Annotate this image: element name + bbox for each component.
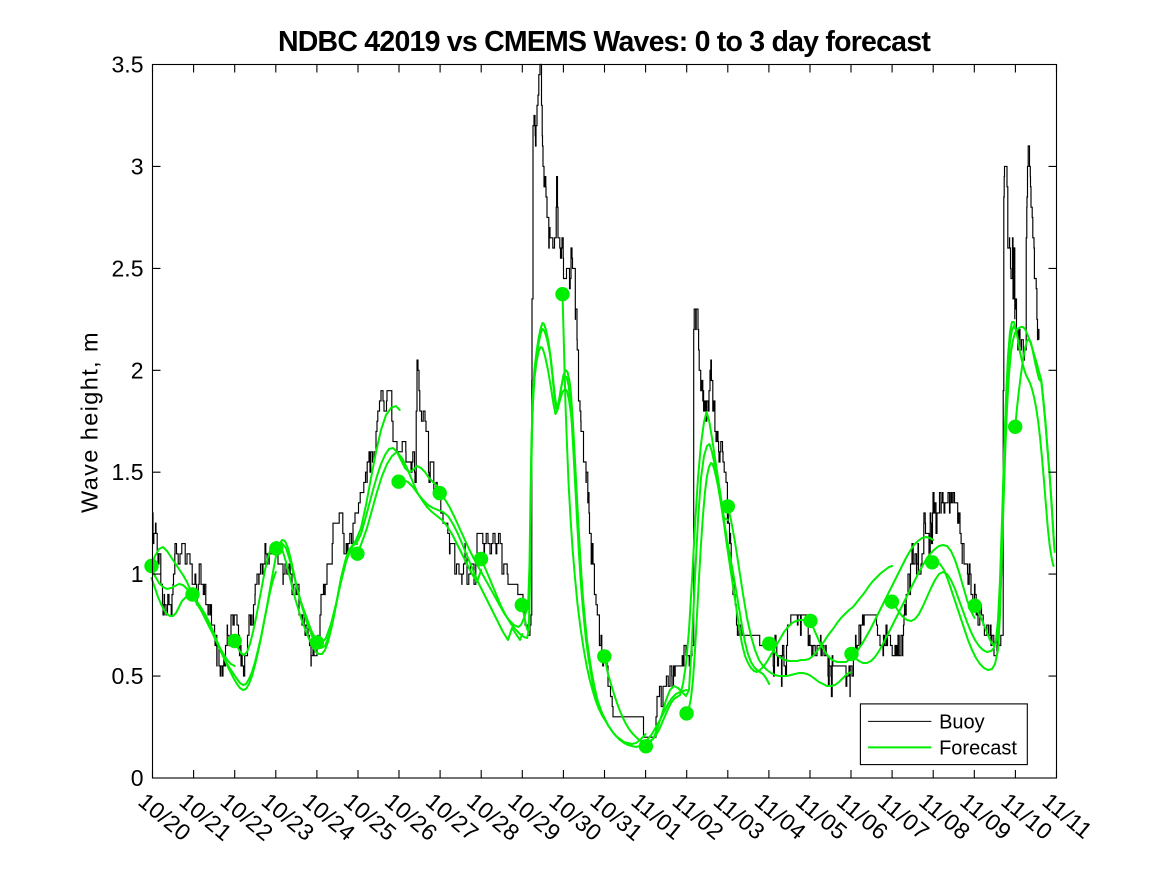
svg-text:2.5: 2.5: [112, 255, 144, 281]
svg-text:3.5: 3.5: [112, 52, 144, 78]
svg-text:0.5: 0.5: [112, 663, 144, 689]
svg-text:Buoy: Buoy: [939, 711, 985, 733]
svg-text:0: 0: [131, 765, 144, 791]
svg-text:2: 2: [131, 357, 144, 383]
svg-text:Wave height, m: Wave height, m: [77, 331, 103, 513]
svg-text:3: 3: [131, 153, 144, 179]
svg-text:NDBC 42019 vs CMEMS Waves: 0 t: NDBC 42019 vs CMEMS Waves: 0 to 3 day fo…: [278, 26, 931, 58]
svg-text:1: 1: [131, 561, 144, 587]
svg-text:1.5: 1.5: [112, 459, 144, 485]
svg-text:Forecast: Forecast: [939, 737, 1017, 759]
